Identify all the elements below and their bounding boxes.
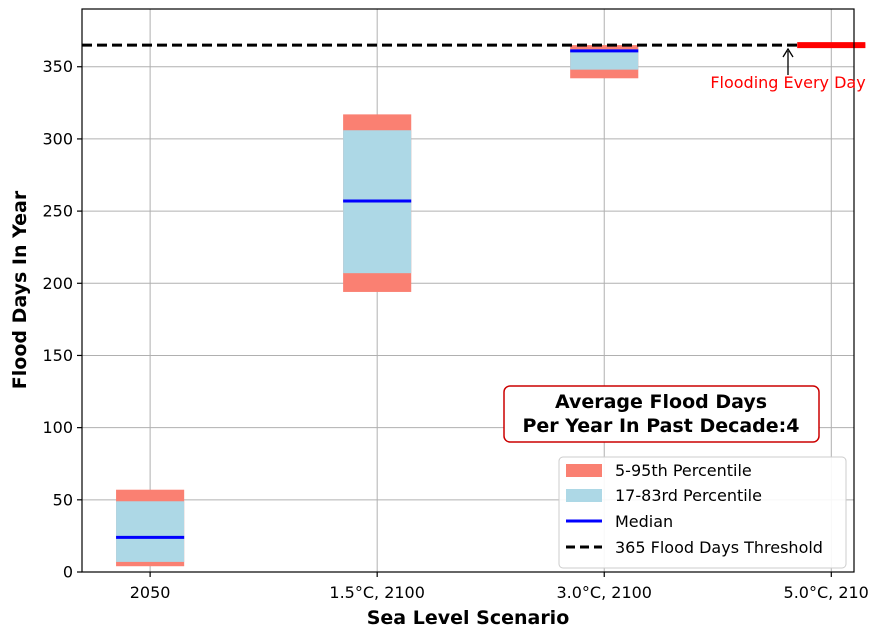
bars	[116, 43, 866, 567]
legend-label-5-95: 5-95th Percentile	[615, 461, 752, 480]
x-tick-label: 2050	[130, 583, 171, 602]
info-box-line-1: Average Flood Days	[555, 391, 767, 413]
bar-17-83-percentile	[570, 49, 639, 70]
x-axis: 2050 1.5°C, 2100 3.0°C, 2100 5.0°C, 2100	[130, 572, 869, 602]
info-box: Average Flood Days Per Year In Past Deca…	[503, 385, 820, 443]
annotation-arrow-head	[782, 47, 794, 58]
x-tick-label: 3.0°C, 2100	[556, 583, 652, 602]
bar-17-83-percentile	[116, 501, 185, 562]
legend-label-threshold: 365 Flood Days Threshold	[615, 538, 823, 557]
legend-label-median: Median	[615, 512, 673, 531]
x-axis-label: Sea Level Scenario	[367, 607, 570, 626]
legend-frame	[558, 456, 847, 569]
plot-frame	[81, 8, 855, 573]
info-box-frame	[503, 385, 820, 443]
y-tick-label: 250	[42, 202, 73, 221]
y-tick-label: 150	[42, 346, 73, 365]
x-tick-label: 5.0°C, 2100	[784, 583, 869, 602]
legend: 5-95th Percentile 17-83rd Percentile Med…	[558, 456, 847, 569]
annotation-layer: Flooding Every Day	[710, 47, 866, 92]
legend-swatch-17-83	[566, 489, 602, 502]
y-tick-label: 50	[53, 490, 73, 509]
y-axis-label: Flood Days In Year	[9, 190, 31, 389]
y-tick-label: 300	[42, 129, 73, 148]
y-tick-label: 200	[42, 274, 73, 293]
x-tick-label: 1.5°C, 2100	[329, 583, 425, 602]
annotation-flooding-every-day: Flooding Every Day	[710, 73, 865, 92]
info-box-line-2: Per Year In Past Decade:4	[522, 415, 799, 437]
y-tick-label: 100	[42, 418, 73, 437]
y-axis: 0 50 100 150 200 250 300 350	[42, 57, 82, 582]
y-tick-label: 350	[42, 57, 73, 76]
legend-label-17-83: 17-83rd Percentile	[615, 486, 762, 505]
legend-swatch-5-95	[566, 464, 602, 477]
y-tick-label: 0	[63, 563, 73, 582]
